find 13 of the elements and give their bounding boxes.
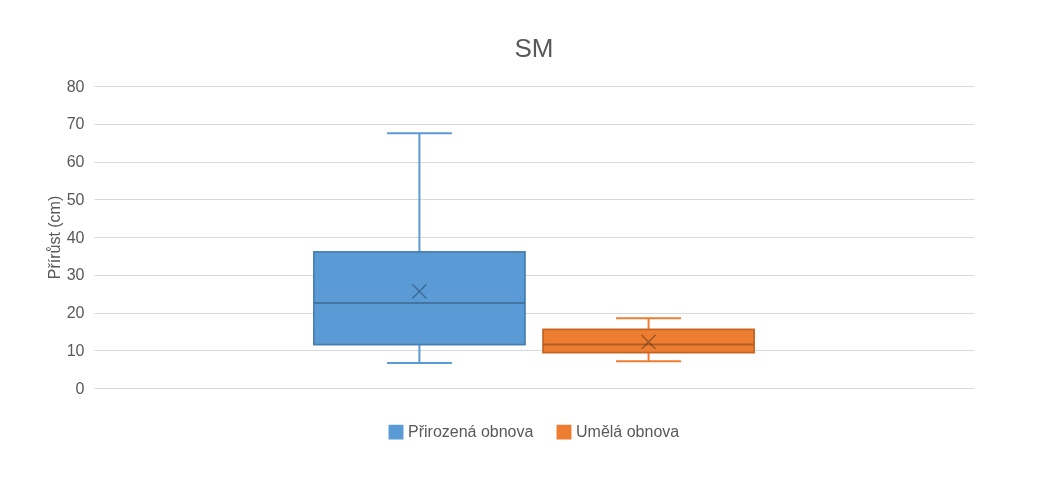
y-tick-label: 80 [66,77,85,95]
chart-title: SM [514,33,554,63]
y-tick-label: 30 [66,266,85,284]
y-tick-label: 50 [66,190,85,208]
y-tick-label: 70 [66,115,85,133]
y-axis-title: Přírůst (cm) [45,195,63,280]
y-tick-label: 40 [66,228,85,246]
y-tick-label: 10 [66,341,85,359]
legend-label: Umělá obnova [576,423,680,441]
legend-label: Přirozená obnova [408,423,534,441]
y-tick-label: 0 [75,379,85,397]
y-tick-label: 60 [66,153,85,170]
y-tick-label: 20 [66,304,85,321]
